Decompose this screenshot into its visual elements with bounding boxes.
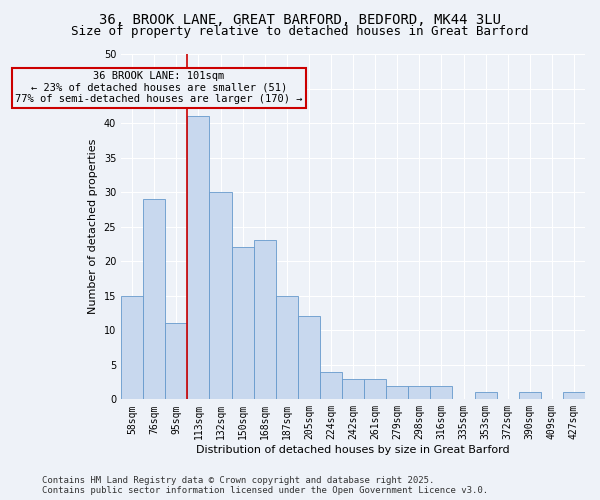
Bar bbox=[320, 372, 342, 400]
Bar bbox=[143, 199, 165, 400]
Text: 36 BROOK LANE: 101sqm
← 23% of detached houses are smaller (51)
77% of semi-deta: 36 BROOK LANE: 101sqm ← 23% of detached … bbox=[15, 72, 302, 104]
Bar bbox=[563, 392, 585, 400]
Bar bbox=[386, 386, 408, 400]
Bar bbox=[209, 192, 232, 400]
Y-axis label: Number of detached properties: Number of detached properties bbox=[88, 139, 98, 314]
Bar bbox=[165, 324, 187, 400]
Bar bbox=[276, 296, 298, 400]
Bar bbox=[408, 386, 430, 400]
Bar bbox=[232, 248, 254, 400]
Bar bbox=[298, 316, 320, 400]
Bar bbox=[342, 378, 364, 400]
Bar bbox=[475, 392, 497, 400]
X-axis label: Distribution of detached houses by size in Great Barford: Distribution of detached houses by size … bbox=[196, 445, 510, 455]
Bar bbox=[254, 240, 276, 400]
Bar bbox=[364, 378, 386, 400]
Bar bbox=[121, 296, 143, 400]
Bar bbox=[519, 392, 541, 400]
Text: Size of property relative to detached houses in Great Barford: Size of property relative to detached ho… bbox=[71, 25, 529, 38]
Text: 36, BROOK LANE, GREAT BARFORD, BEDFORD, MK44 3LU: 36, BROOK LANE, GREAT BARFORD, BEDFORD, … bbox=[99, 12, 501, 26]
Bar bbox=[430, 386, 452, 400]
Bar bbox=[187, 116, 209, 400]
Text: Contains HM Land Registry data © Crown copyright and database right 2025.
Contai: Contains HM Land Registry data © Crown c… bbox=[42, 476, 488, 495]
